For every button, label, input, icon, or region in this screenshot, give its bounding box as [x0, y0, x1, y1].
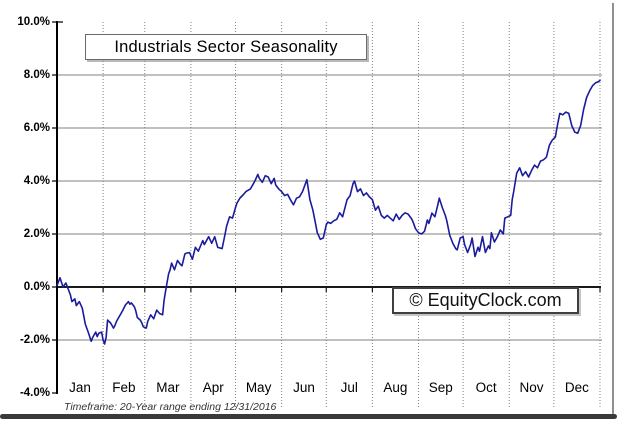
y-axis-tick-label: -2.0% — [19, 334, 50, 346]
y-axis-tick-label: 8.0% — [23, 69, 50, 81]
timeframe-caption: Timeframe: 20-Year range ending 12/31/20… — [64, 401, 277, 413]
image-border-right — [612, 3, 614, 415]
x-axis-month-label: Dec — [564, 380, 589, 395]
x-axis-month-label: Jan — [69, 380, 91, 395]
x-axis-month-label: Feb — [112, 380, 136, 395]
chart-title: Industrials Sector Seasonality — [114, 37, 338, 56]
seasonality-line — [56, 79, 601, 345]
x-axis-month-label: Jul — [340, 380, 358, 395]
y-axis-tick-label: -4.0% — [19, 387, 50, 399]
y-axis-tick-label: 6.0% — [23, 122, 50, 134]
image-border-bottom — [0, 414, 617, 419]
equityclock-watermark: © EquityClock.com — [392, 287, 579, 314]
x-axis-month-label: Aug — [383, 380, 408, 395]
chart-title-box: Industrials Sector Seasonality — [85, 34, 367, 60]
y-axis-tick-label: 0.0% — [23, 281, 50, 293]
y-axis-tick-label: 4.0% — [23, 175, 50, 187]
x-axis-month-label: Oct — [475, 380, 497, 395]
y-axis-tick-label: 10.0% — [17, 16, 50, 28]
x-axis-month-label: Apr — [202, 380, 224, 395]
x-axis-month-label: Nov — [519, 380, 544, 395]
x-axis-month-label: Jun — [293, 380, 315, 395]
x-axis-month-label: May — [245, 380, 272, 395]
watermark-text: © EquityClock.com — [409, 290, 562, 310]
x-axis-month-label: Mar — [156, 380, 180, 395]
y-axis-tick-label: 2.0% — [23, 228, 50, 240]
x-axis-month-label: Sep — [428, 380, 453, 395]
